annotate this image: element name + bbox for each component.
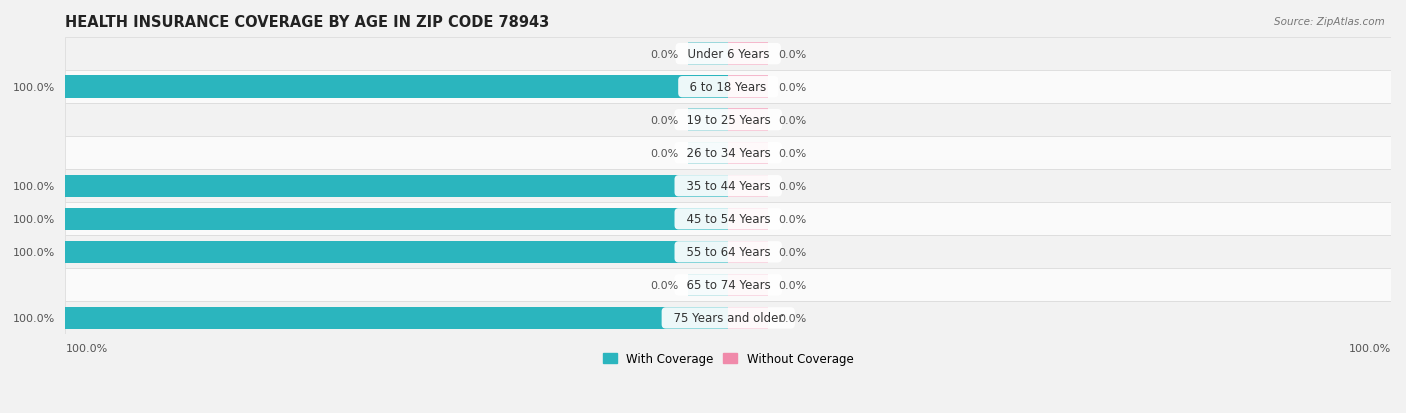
Bar	[728, 76, 768, 99]
Text: 19 to 25 Years: 19 to 25 Years	[679, 114, 778, 127]
Bar	[66, 38, 1391, 71]
Bar	[66, 104, 1391, 137]
Bar	[66, 137, 1391, 170]
Text: 0.0%: 0.0%	[650, 115, 679, 126]
Bar	[728, 241, 768, 263]
Text: 6 to 18 Years: 6 to 18 Years	[682, 81, 775, 94]
Text: 0.0%: 0.0%	[778, 280, 806, 290]
Bar	[66, 170, 1391, 203]
Text: Source: ZipAtlas.com: Source: ZipAtlas.com	[1274, 17, 1385, 26]
Text: 100.0%: 100.0%	[1348, 343, 1391, 353]
Bar	[66, 269, 1391, 301]
Bar	[66, 241, 728, 263]
Text: 100.0%: 100.0%	[13, 247, 55, 257]
Bar	[689, 109, 728, 132]
Text: 35 to 44 Years: 35 to 44 Years	[679, 180, 778, 193]
Text: 45 to 54 Years: 45 to 54 Years	[679, 213, 778, 226]
Bar	[689, 43, 728, 66]
Text: 0.0%: 0.0%	[778, 148, 806, 158]
Text: 0.0%: 0.0%	[650, 50, 679, 59]
Bar	[728, 43, 768, 66]
Text: 0.0%: 0.0%	[650, 280, 679, 290]
Text: 100.0%: 100.0%	[13, 83, 55, 93]
Bar	[728, 175, 768, 197]
Text: 0.0%: 0.0%	[778, 181, 806, 191]
Bar	[66, 76, 728, 99]
Text: 100.0%: 100.0%	[13, 214, 55, 224]
Text: 0.0%: 0.0%	[778, 50, 806, 59]
Bar	[66, 307, 728, 329]
Text: 100.0%: 100.0%	[13, 181, 55, 191]
Bar	[689, 274, 728, 297]
Text: 0.0%: 0.0%	[778, 83, 806, 93]
Bar	[66, 71, 1391, 104]
Text: 0.0%: 0.0%	[778, 214, 806, 224]
Bar	[728, 307, 768, 329]
Text: Under 6 Years: Under 6 Years	[679, 48, 776, 61]
Text: 65 to 74 Years: 65 to 74 Years	[679, 279, 778, 292]
Bar	[728, 208, 768, 230]
Bar	[728, 109, 768, 132]
Legend: With Coverage, Without Coverage: With Coverage, Without Coverage	[598, 348, 858, 370]
Text: 0.0%: 0.0%	[778, 313, 806, 323]
Text: 75 Years and older: 75 Years and older	[666, 312, 790, 325]
Bar	[66, 203, 1391, 236]
Text: 55 to 64 Years: 55 to 64 Years	[679, 246, 778, 259]
Bar	[66, 236, 1391, 269]
Text: HEALTH INSURANCE COVERAGE BY AGE IN ZIP CODE 78943: HEALTH INSURANCE COVERAGE BY AGE IN ZIP …	[66, 15, 550, 30]
Bar	[728, 274, 768, 297]
Text: 0.0%: 0.0%	[650, 148, 679, 158]
Bar	[66, 301, 1391, 335]
Bar	[66, 208, 728, 230]
Text: 0.0%: 0.0%	[778, 247, 806, 257]
Bar	[689, 142, 728, 164]
Bar	[728, 142, 768, 164]
Text: 100.0%: 100.0%	[66, 343, 108, 353]
Text: 26 to 34 Years: 26 to 34 Years	[679, 147, 778, 160]
Text: 100.0%: 100.0%	[13, 313, 55, 323]
Bar	[66, 175, 728, 197]
Text: 0.0%: 0.0%	[778, 115, 806, 126]
